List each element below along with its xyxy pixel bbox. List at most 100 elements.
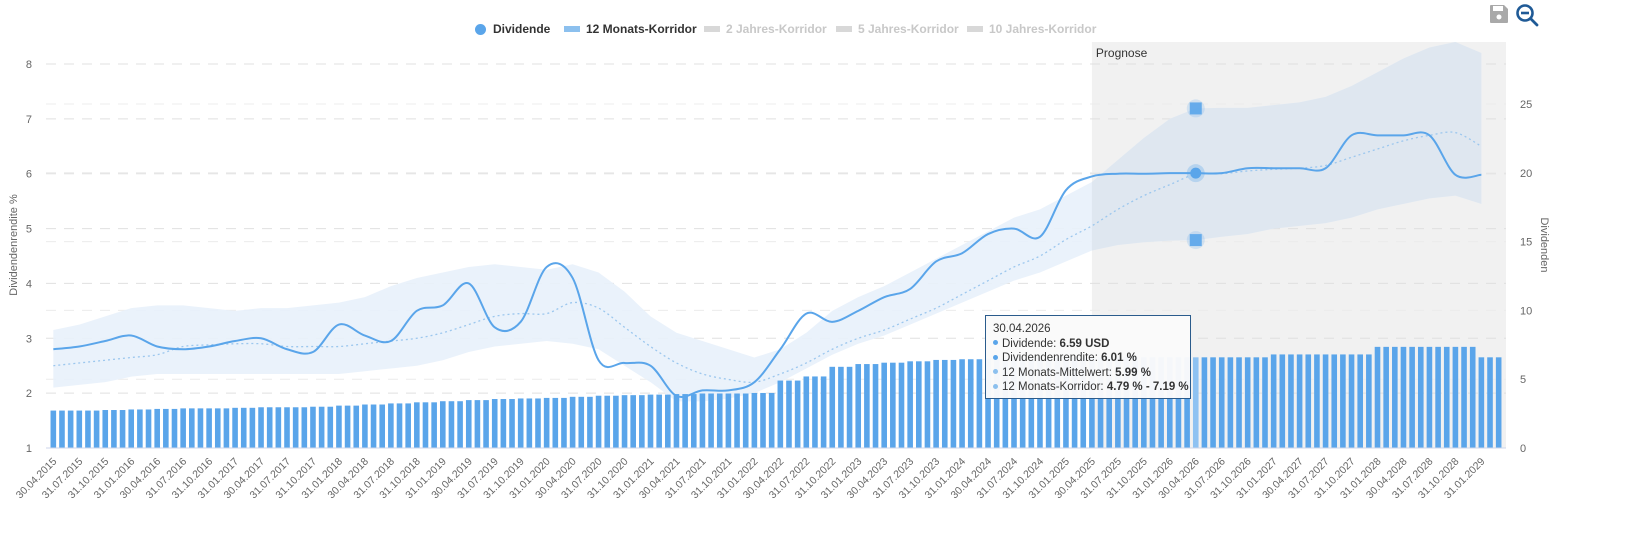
dividend-bar xyxy=(1314,354,1320,448)
dividend-bar xyxy=(1495,357,1502,448)
dividend-bar xyxy=(881,362,887,448)
dividend-bar xyxy=(1383,346,1389,448)
dividend-bar xyxy=(1141,357,1147,448)
dividend-bar xyxy=(941,359,948,448)
left-axis-tick: 8 xyxy=(26,59,32,71)
dividend-bar xyxy=(59,410,65,448)
dividend-bar xyxy=(1244,357,1251,448)
dividend-bar xyxy=(214,408,221,448)
dividend-bar xyxy=(924,361,931,448)
dividend-bar xyxy=(578,396,585,448)
legend-item-dividende[interactable]: Dividende xyxy=(475,22,550,36)
dividend-bar xyxy=(500,399,507,448)
right-axis-tick: 0 xyxy=(1520,443,1526,455)
dividend-bar xyxy=(145,409,152,448)
dividend-bar xyxy=(950,359,957,448)
legend-item-10-jahres-korridor[interactable]: 10 Jahres-Korridor xyxy=(967,22,1096,36)
dividend-bar xyxy=(794,380,801,448)
dividend-bar xyxy=(93,410,100,448)
dividend-bar xyxy=(569,396,576,448)
dividend-bar xyxy=(630,395,636,448)
dividend-bar xyxy=(535,398,541,448)
legend-label: 10 Jahres-Korridor xyxy=(989,22,1097,36)
dividend-bar xyxy=(699,393,706,448)
dividend-bar xyxy=(907,361,913,448)
dividend-bar xyxy=(249,407,256,448)
right-axis-tick: 10 xyxy=(1520,305,1532,317)
dividend-bar xyxy=(344,405,351,448)
dividend-bar xyxy=(1236,357,1242,448)
dividend-bar xyxy=(1469,346,1476,448)
dividend-bar xyxy=(67,410,74,448)
dividend-bar xyxy=(491,399,498,448)
dividend-bar xyxy=(405,403,411,448)
mean-line xyxy=(53,131,1482,384)
dividend-bar xyxy=(1262,357,1268,448)
left-axis-tick: 6 xyxy=(26,169,32,181)
dividend-bar xyxy=(985,358,991,448)
dividend-bar xyxy=(284,407,290,448)
dividend-bar xyxy=(483,400,489,448)
dividend-bar xyxy=(1227,357,1234,448)
legend-item-12-monats-korridor[interactable]: 12 Monats-Korridor xyxy=(564,22,697,36)
dividend-bar xyxy=(189,408,195,448)
dividend-bar xyxy=(526,398,533,448)
legend-dot-icon xyxy=(475,23,486,35)
dividend-bar xyxy=(1409,346,1415,448)
dividend-bar xyxy=(665,394,671,448)
dividend-bar xyxy=(587,396,593,448)
zoom-out-button[interactable] xyxy=(1515,3,1539,27)
dividend-bar xyxy=(820,376,827,448)
dividend-bar xyxy=(197,408,204,448)
dividend-bar xyxy=(604,395,611,448)
dividend-bar xyxy=(128,409,135,448)
dividend-bar xyxy=(734,393,740,448)
save-button[interactable] xyxy=(1488,3,1510,25)
legend-bar-icon xyxy=(564,26,580,32)
dividend-bar xyxy=(509,399,515,448)
legend-label: Dividende xyxy=(493,22,551,36)
dividend-bar xyxy=(431,402,437,448)
dividend-bar xyxy=(864,364,870,448)
dividend-bar xyxy=(976,359,983,448)
dividend-bar xyxy=(50,410,57,448)
legend-item-5-jahres-korridor[interactable]: 5 Jahres-Korridor xyxy=(836,22,959,36)
legend-item-2-jahres-korridor[interactable]: 2 Jahres-Korridor xyxy=(704,22,827,36)
left-axis-tick: 1 xyxy=(26,443,32,455)
dividend-bar xyxy=(760,392,766,448)
dividend-bar xyxy=(1149,357,1156,448)
dividend-bar xyxy=(396,403,403,448)
dividend-bar xyxy=(266,407,273,448)
dividend-bar xyxy=(967,359,974,448)
dividend-bar xyxy=(292,407,299,448)
dividend-bar xyxy=(1478,357,1485,448)
right-axis-tick: 5 xyxy=(1520,374,1526,386)
dividend-bar xyxy=(370,404,377,448)
save-icon xyxy=(1490,5,1508,23)
legend-bar-icon xyxy=(704,26,720,32)
dividend-bar xyxy=(855,364,862,448)
dividend-bar xyxy=(379,404,386,448)
dividend-bar xyxy=(301,407,308,448)
chart-tooltip: 30.04.2026 Dividende: 6.59 USD Dividende… xyxy=(985,315,1191,399)
dividend-bar xyxy=(621,395,628,448)
dividend-bar xyxy=(1270,354,1277,448)
dividend-bar xyxy=(318,406,325,448)
dividend-bar xyxy=(1331,354,1338,448)
dividend-bar xyxy=(1288,354,1294,448)
dividend-bar xyxy=(1305,354,1312,448)
dividend-bar xyxy=(414,402,420,448)
dividend-bar xyxy=(1374,346,1381,448)
tooltip-dot-icon xyxy=(993,340,998,346)
dividend-bar xyxy=(1322,354,1329,448)
dividend-bar xyxy=(1487,357,1493,448)
dividend-bar xyxy=(1019,358,1026,448)
dividend-bar xyxy=(517,398,524,448)
dividend-bar xyxy=(838,366,844,448)
tooltip-date: 30.04.2026 xyxy=(993,323,1051,335)
dividend-bar xyxy=(1071,357,1078,448)
legend-bar-icon xyxy=(967,26,983,32)
dividend-bar xyxy=(388,403,394,448)
dividend-bar xyxy=(327,406,334,448)
left-axis-tick: 5 xyxy=(26,224,32,236)
